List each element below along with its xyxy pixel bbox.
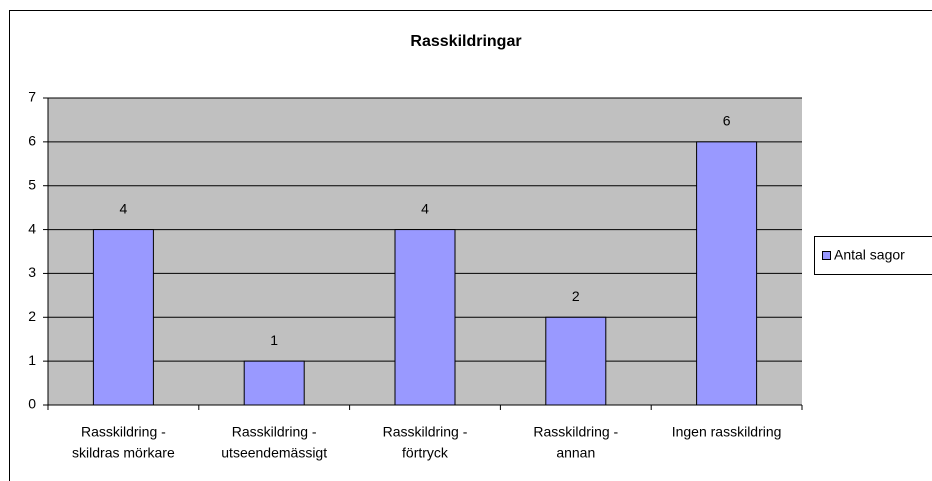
x-tick-label: Rasskildring - (232, 424, 317, 440)
x-tick-label: Rasskildring - (533, 424, 618, 440)
y-tick-label: 0 (28, 396, 36, 412)
data-label: 4 (421, 200, 429, 216)
legend-label: Antal sagor (834, 247, 905, 263)
y-tick-label: 4 (28, 220, 36, 236)
y-tick-label: 5 (28, 176, 36, 192)
bar (92, 229, 154, 406)
x-tick-label: utseendemässigt (221, 445, 327, 461)
x-tick-label: Ingen rasskildring (672, 424, 782, 440)
x-tick-label: Rasskildring - (81, 424, 166, 440)
bar (243, 360, 305, 406)
x-tick-label: annan (556, 445, 595, 461)
data-label: 6 (723, 113, 731, 129)
bar (545, 316, 607, 406)
data-label: 1 (270, 332, 278, 348)
chart-title: Rasskildringar (410, 33, 521, 50)
bar (394, 229, 456, 406)
y-tick-label: 3 (28, 264, 36, 280)
x-tick-label: förtryck (402, 445, 449, 461)
legend-swatch (822, 251, 831, 260)
legend-box (814, 236, 932, 275)
bar (696, 141, 758, 406)
y-tick-label: 2 (28, 308, 36, 324)
data-label: 4 (120, 200, 128, 216)
data-label: 2 (572, 288, 580, 304)
x-tick-label: Rasskildring - (383, 424, 468, 440)
y-tick-label: 7 (28, 89, 36, 105)
x-tick-label: skildras mörkare (72, 445, 175, 461)
y-tick-label: 6 (28, 133, 36, 149)
y-tick-label: 1 (28, 352, 36, 368)
